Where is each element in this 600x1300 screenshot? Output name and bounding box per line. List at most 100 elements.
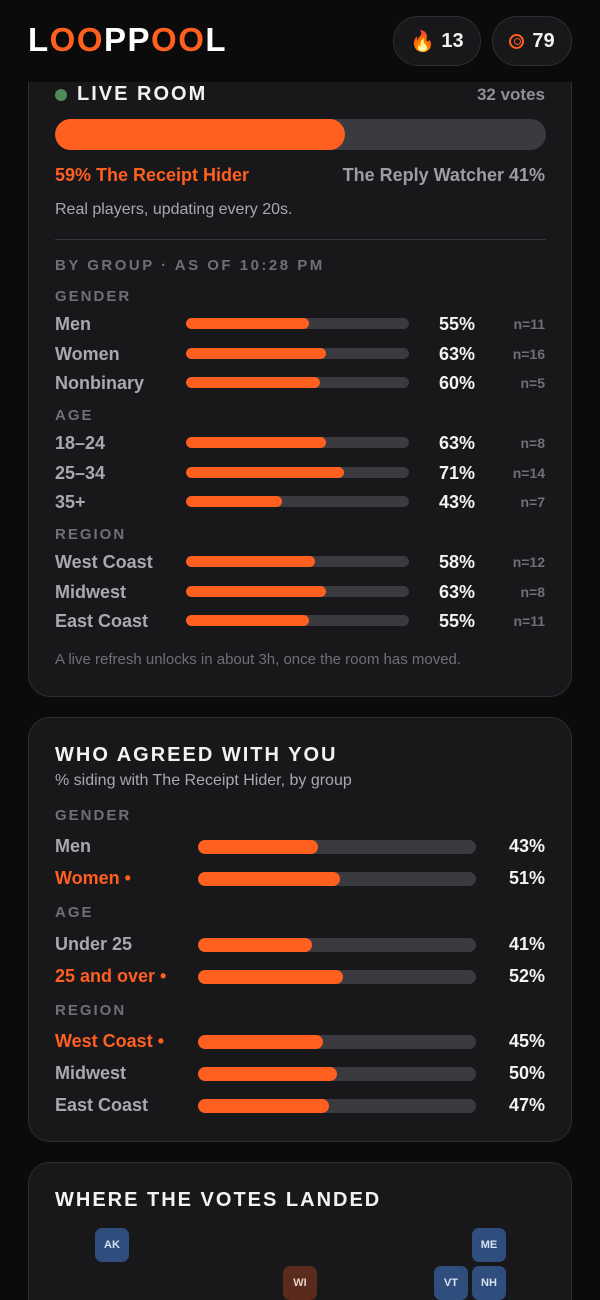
section-title: GENDER <box>55 807 132 824</box>
logo-letter: O <box>178 21 206 58</box>
section-title: REGION <box>55 526 127 543</box>
logo-letter: L <box>205 21 228 58</box>
vote-map-card: WHERE THE VOTES LANDED AK ME WI VT NH <box>28 1162 572 1300</box>
agreement-row-percent: 43% <box>508 836 545 856</box>
state-tile-wi[interactable]: WI <box>283 1266 317 1300</box>
agreement-row-label: Under 25 <box>55 934 133 954</box>
group-row-sample-size: n=12 <box>512 554 545 570</box>
agreement-row-bar <box>198 1035 476 1049</box>
group-row-bar <box>186 585 409 597</box>
group-row-percent: 71% <box>438 462 475 483</box>
section-title: GENDER <box>55 288 132 305</box>
live-room-card: LIVE ROOM 32 votes 59% The Receipt Hider… <box>28 30 572 697</box>
agreement-row-label: Midwest <box>55 1063 127 1083</box>
group-row-bar-fill <box>186 556 316 567</box>
split-bar-fill <box>55 119 345 150</box>
agreement-row-bar <box>198 1067 476 1081</box>
group-row-bar-fill <box>186 585 327 597</box>
group-row-label: Midwest <box>55 581 127 602</box>
who-agreed-title: WHO AGREED WITH YOU <box>55 744 338 766</box>
group-row-sample-size: n=11 <box>513 613 545 629</box>
agreement-row-label: 25 and over • <box>55 966 167 986</box>
group-row-bar <box>186 466 409 478</box>
group-row-bar-fill <box>186 466 345 478</box>
group-row-bar <box>186 496 409 507</box>
coins-pill[interactable]: 79 <box>492 16 572 66</box>
app-header: LOOPPOOL 🔥 13 79 <box>0 0 600 82</box>
state-tile-ak[interactable]: AK <box>95 1228 129 1262</box>
agreement-row-bar-fill <box>198 970 343 984</box>
streak-count: 13 <box>441 29 464 52</box>
group-row-bar <box>186 377 409 388</box>
state-tile-vt[interactable]: VT <box>434 1266 468 1300</box>
update-note: Real players, updating every 20s. <box>55 201 293 218</box>
divider <box>55 239 546 240</box>
who-agreed-subtitle: % siding with The Receipt Hider, by grou… <box>55 772 352 789</box>
group-row-sample-size: n=7 <box>520 494 545 510</box>
group-row-percent: 58% <box>438 552 475 572</box>
flame-icon: 🔥 <box>410 30 436 53</box>
agreement-row-percent: 47% <box>508 1095 545 1115</box>
coins-count: 79 <box>532 29 555 52</box>
group-row-label: 25–34 <box>55 462 106 483</box>
group-row-label: Women <box>55 343 120 364</box>
app-logo[interactable]: LOOPPOOL <box>28 20 227 60</box>
group-row-bar-fill <box>186 318 309 329</box>
group-row-percent: 60% <box>438 373 475 393</box>
group-row-percent: 55% <box>438 611 475 631</box>
agreement-row-percent: 50% <box>508 1063 545 1083</box>
group-row-bar-fill <box>186 615 309 626</box>
group-row-bar-fill <box>186 437 327 448</box>
group-row-bar <box>186 556 409 567</box>
group-row-label: West Coast <box>55 552 153 572</box>
agreement-row-bar <box>198 840 476 854</box>
group-row-sample-size: n=14 <box>512 464 545 481</box>
logo-letter: L <box>28 21 50 58</box>
vote-count: 32 votes <box>476 85 545 104</box>
group-row-bar <box>186 347 409 359</box>
group-row-bar <box>186 437 409 448</box>
agreement-row-bar-fill <box>198 872 340 886</box>
agreement-row-label: Men <box>55 836 91 856</box>
group-row-bar-fill <box>186 347 327 359</box>
agreement-row-percent: 45% <box>508 1031 545 1051</box>
group-row-sample-size: n=8 <box>520 435 545 451</box>
agreement-row-percent: 52% <box>508 966 545 986</box>
logo-letter: O <box>49 21 77 58</box>
group-row-bar <box>186 615 409 626</box>
split-bar <box>55 119 546 150</box>
logo-letter: P <box>127 21 152 58</box>
agreement-row-label: East Coast <box>55 1095 149 1115</box>
group-row-bar <box>186 318 409 329</box>
section-title: REGION <box>55 1002 127 1019</box>
group-heading: BY GROUP · AS OF 10:28 PM <box>55 257 325 274</box>
group-row-bar-fill <box>186 496 282 507</box>
side-a-result: 59% The Receipt Hider <box>55 165 250 185</box>
section-title: AGE <box>55 407 94 424</box>
group-row-percent: 43% <box>438 492 475 512</box>
agreement-row-label: West Coast • <box>55 1031 164 1051</box>
group-row-sample-size: n=11 <box>513 316 545 332</box>
agreement-row-bar <box>198 872 476 886</box>
group-row-label: Nonbinary <box>55 373 145 393</box>
group-row-sample-size: n=8 <box>520 583 545 600</box>
agreement-row-percent: 51% <box>508 868 545 888</box>
group-row-label: Men <box>55 314 91 334</box>
agreement-row-bar-fill <box>198 1035 324 1049</box>
agreement-row-bar <box>198 970 476 984</box>
agreement-row-label: Women • <box>55 868 131 888</box>
who-agreed-card: WHO AGREED WITH YOU % siding with The Re… <box>28 717 572 1142</box>
group-row-sample-size: n=5 <box>520 375 545 391</box>
agreement-row-bar-fill <box>198 938 312 952</box>
group-row-label: 35+ <box>55 492 86 512</box>
target-icon <box>509 33 525 49</box>
streak-pill[interactable]: 🔥 13 <box>393 16 481 66</box>
group-row-bar-fill <box>186 377 320 388</box>
group-row-percent: 63% <box>438 343 475 364</box>
agreement-row-bar-fill <box>198 1067 337 1081</box>
state-tile-me[interactable]: ME <box>472 1228 506 1262</box>
agreement-row-bar-fill <box>198 1099 329 1113</box>
logo-letter: P <box>104 21 128 58</box>
live-status-dot <box>55 89 67 101</box>
state-tile-nh[interactable]: NH <box>472 1266 506 1300</box>
